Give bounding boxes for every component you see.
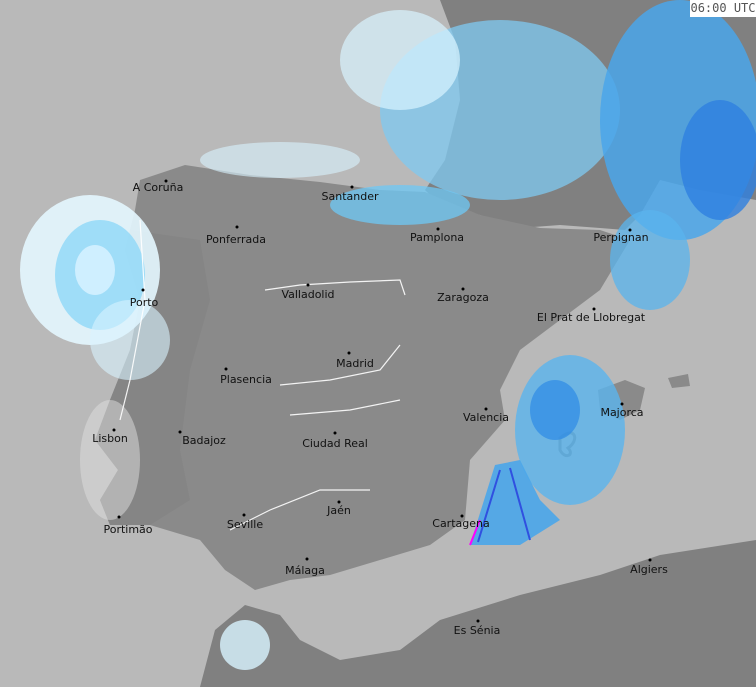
city-label: Algiers	[630, 563, 668, 576]
land-iberia	[95, 165, 630, 590]
city-dot	[242, 513, 246, 517]
city-dot	[620, 402, 624, 406]
city-label: Lisbon	[92, 432, 128, 445]
city-label: Ponferrada	[206, 233, 266, 246]
city-label: Madrid	[336, 357, 374, 370]
city-dot	[306, 283, 310, 287]
city-dot	[235, 225, 239, 229]
city-dot	[178, 430, 182, 434]
city-dot	[117, 515, 121, 519]
city-dot	[476, 619, 480, 623]
city-dot	[305, 557, 309, 561]
city-label: Seville	[227, 518, 263, 531]
city-dot	[333, 431, 337, 435]
borders-and-rivers	[119, 219, 406, 531]
city-dot	[484, 407, 488, 411]
city-label: Valencia	[463, 411, 509, 424]
city-label: Ciudad Real	[302, 437, 368, 450]
city-dot	[164, 179, 168, 183]
city-label: Málaga	[285, 564, 325, 577]
city-dot	[350, 185, 354, 189]
city-dot	[337, 500, 341, 504]
city-dot	[628, 228, 632, 232]
city-dot	[592, 307, 596, 311]
city-label: Plasencia	[220, 373, 272, 386]
precipitation-layer	[20, 0, 756, 670]
city-label: Cartagena	[432, 517, 489, 530]
land-menorca	[668, 374, 690, 388]
city-label: Majorca	[600, 406, 643, 419]
timestamp-label: 06:00 UTC	[690, 0, 756, 17]
city-label: Jaén	[326, 504, 351, 517]
city-markers: A Coruña Santander Pamplona Perpignan Ponfer…	[92, 179, 668, 637]
city-dot	[460, 514, 464, 518]
city-label: Zaragoza	[437, 291, 489, 304]
land-north-africa	[200, 540, 756, 687]
city-label: Pamplona	[410, 231, 464, 244]
city-dot	[436, 227, 440, 231]
city-label: Es Sénia	[454, 624, 501, 637]
city-label: Santander	[322, 190, 379, 203]
city-dot	[461, 287, 465, 291]
city-label: Valladolid	[281, 288, 334, 301]
city-label: Badajoz	[182, 434, 226, 447]
city-dot	[224, 367, 228, 371]
city-label: A Coruña	[133, 181, 184, 194]
city-dot	[141, 288, 145, 292]
city-label: Perpignan	[593, 231, 648, 244]
city-dot	[112, 428, 116, 432]
city-dot	[648, 558, 652, 562]
city-label: Porto	[130, 296, 159, 309]
city-dot	[347, 351, 351, 355]
city-label: El Prat de Llobregat	[537, 311, 646, 324]
city-label: Portimão	[103, 523, 152, 536]
